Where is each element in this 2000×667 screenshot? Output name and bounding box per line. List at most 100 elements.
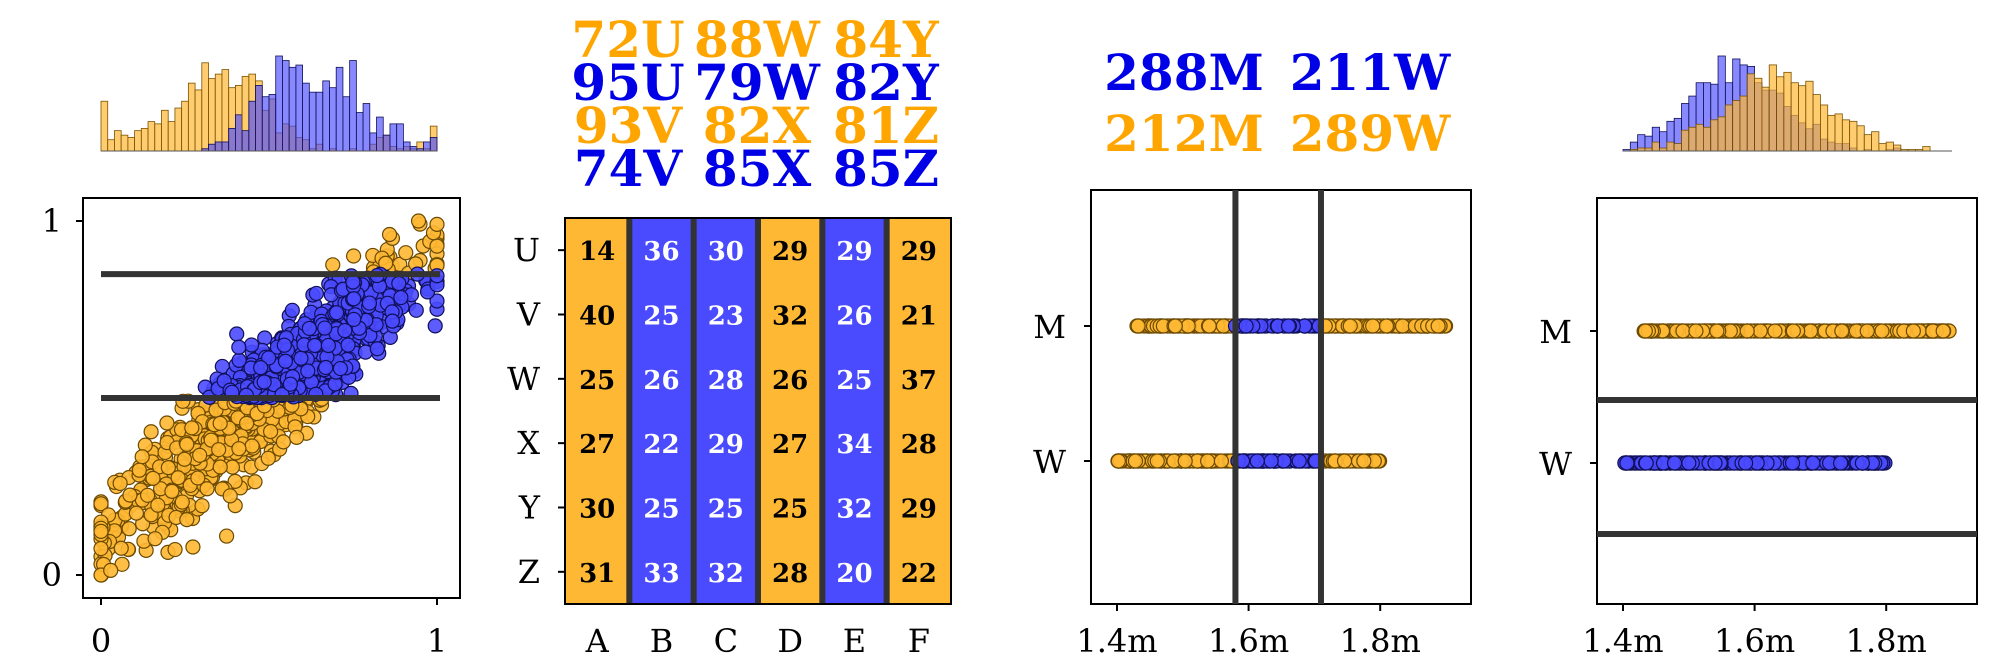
table-cell: 36 <box>643 237 679 267</box>
data-point <box>1854 455 1870 471</box>
count-label: 85Z <box>833 139 939 198</box>
histogram-bar <box>140 127 149 152</box>
histogram-bar <box>1651 141 1660 152</box>
data-point <box>253 359 269 376</box>
data-point <box>282 376 298 392</box>
category-label: M <box>1539 313 1572 351</box>
data-point <box>239 415 255 432</box>
histogram-bar <box>1695 123 1704 152</box>
panel-2-table: 72U 88W 84Y 95U 79W 82Y 93V 82X 81Z 74V 85X 85Z 14 4… <box>507 10 952 660</box>
data-point <box>329 305 345 321</box>
data-point <box>1342 318 1358 334</box>
data-point <box>1336 453 1353 469</box>
data-point <box>1177 453 1193 469</box>
histogram-bar <box>1790 82 1799 152</box>
column-label: F <box>908 622 930 660</box>
histogram-bar <box>1761 86 1770 152</box>
table-cell: 40 <box>579 301 615 331</box>
histogram-bar <box>154 123 162 152</box>
data-point <box>229 326 245 342</box>
data-point <box>1201 318 1217 334</box>
data-point <box>391 275 407 292</box>
count-label: 72U <box>571 10 684 69</box>
histogram-bar <box>1666 141 1675 152</box>
data-point <box>1675 323 1691 339</box>
table-column-E <box>822 218 887 604</box>
table-cell: 21 <box>901 301 937 331</box>
column-label: E <box>843 622 866 660</box>
category-label: M <box>1033 308 1066 346</box>
panel-4-scatter: M W 1.4m 1.6m 1.8m <box>1539 55 1978 660</box>
data-point <box>1365 318 1381 334</box>
table-cell: 33 <box>643 559 679 589</box>
data-point <box>1200 453 1216 469</box>
data-point <box>1130 318 1146 334</box>
data-point <box>1752 323 1768 339</box>
data-point <box>345 248 362 264</box>
data-point <box>398 245 414 261</box>
table-cell: 30 <box>708 237 744 267</box>
data-point <box>134 449 150 465</box>
data-point <box>199 481 215 497</box>
histogram-bar <box>1863 134 1872 152</box>
row-label: U <box>513 231 540 269</box>
data-point <box>261 350 277 366</box>
table-column-B <box>629 218 694 604</box>
histogram-bar <box>120 134 129 152</box>
data-point <box>1149 453 1165 469</box>
data-point <box>1167 318 1183 334</box>
panel-3-points <box>1110 318 1454 469</box>
data-point <box>318 359 334 376</box>
data-point <box>256 374 272 390</box>
histogram-bar <box>201 62 209 152</box>
table-cell: 28 <box>708 366 744 396</box>
table-cell: 30 <box>579 494 615 524</box>
data-point <box>1688 323 1704 339</box>
histogram-bar <box>1717 116 1726 152</box>
x-tick-label: 1.4m <box>1582 622 1663 660</box>
table-cell: 25 <box>708 494 744 524</box>
data-point <box>121 521 137 537</box>
histogram-bar <box>302 82 310 152</box>
data-point <box>145 470 161 486</box>
data-point <box>211 442 227 458</box>
data-point <box>1394 318 1411 334</box>
histogram-bar <box>1827 114 1836 152</box>
data-point <box>262 423 279 440</box>
data-point <box>179 512 195 528</box>
histogram-bar <box>429 137 438 152</box>
data-point <box>410 213 427 229</box>
table-cell: 28 <box>772 559 808 589</box>
category-label: W <box>1539 445 1572 483</box>
data-point <box>1874 323 1890 339</box>
histogram-bar <box>268 94 277 152</box>
data-point <box>1180 318 1196 334</box>
data-point <box>112 475 128 492</box>
data-point <box>1739 323 1755 339</box>
panel-4-marginal-histogram <box>1622 55 1952 152</box>
data-point <box>212 415 228 431</box>
table-cell: 25 <box>836 366 872 396</box>
data-point <box>332 360 349 377</box>
table-cell: 32 <box>772 301 808 331</box>
category-label: W <box>1033 443 1066 481</box>
data-point <box>1785 323 1801 339</box>
data-point <box>113 540 129 556</box>
table-cell: 29 <box>772 237 808 267</box>
histogram-bar <box>221 69 230 152</box>
data-point <box>160 460 176 476</box>
data-point <box>320 337 336 354</box>
table-cell: 25 <box>579 366 615 396</box>
histogram-bar <box>1812 94 1821 152</box>
histogram-bar <box>255 85 263 152</box>
data-point <box>307 337 323 354</box>
histogram-bar <box>362 103 371 152</box>
histogram-bar <box>134 130 142 152</box>
x-tick-label: 1 <box>427 622 447 660</box>
table-cell: 22 <box>901 559 937 589</box>
histogram-bar <box>1871 131 1880 152</box>
data-point <box>1637 323 1653 339</box>
table-cell: 26 <box>643 366 679 396</box>
data-point <box>325 257 341 273</box>
data-point <box>1905 323 1921 339</box>
